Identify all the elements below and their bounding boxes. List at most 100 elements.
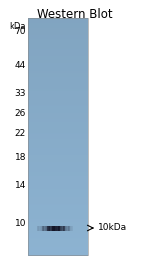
Bar xyxy=(28,121,88,122)
Bar xyxy=(28,185,88,187)
Bar xyxy=(28,106,88,107)
Bar xyxy=(28,99,88,101)
Bar xyxy=(28,159,88,160)
Bar xyxy=(28,42,88,44)
Bar xyxy=(28,74,88,75)
Bar xyxy=(28,219,88,220)
Bar xyxy=(28,208,88,209)
Bar xyxy=(28,125,88,126)
Bar xyxy=(28,228,88,230)
Bar xyxy=(28,195,88,196)
Bar xyxy=(52,226,53,231)
Bar xyxy=(41,226,42,231)
Bar xyxy=(28,166,88,167)
Bar xyxy=(62,226,63,231)
Bar xyxy=(28,240,88,241)
Bar xyxy=(28,28,88,30)
Bar xyxy=(28,44,88,45)
Bar xyxy=(28,124,88,125)
Bar xyxy=(28,131,88,132)
Bar xyxy=(28,143,88,144)
Bar xyxy=(28,137,88,139)
Bar xyxy=(28,204,88,206)
Bar xyxy=(28,192,88,193)
Text: 22: 22 xyxy=(15,128,26,138)
Text: 10: 10 xyxy=(15,219,26,227)
Bar xyxy=(40,226,41,231)
Bar xyxy=(28,117,88,118)
Bar xyxy=(68,226,69,231)
Bar xyxy=(49,226,50,231)
Bar xyxy=(28,190,88,192)
Bar xyxy=(28,46,88,48)
Bar xyxy=(28,83,88,84)
Bar xyxy=(28,25,88,26)
Bar xyxy=(28,71,88,72)
Bar xyxy=(28,82,88,83)
Bar xyxy=(28,111,88,112)
Bar xyxy=(28,173,88,174)
Bar xyxy=(28,238,88,240)
Bar xyxy=(59,226,60,231)
Bar xyxy=(28,115,88,117)
Bar xyxy=(28,58,88,59)
Bar xyxy=(28,241,88,242)
Bar xyxy=(28,151,88,153)
Bar xyxy=(28,95,88,96)
Bar xyxy=(28,177,88,178)
Bar xyxy=(57,226,58,231)
Bar xyxy=(28,229,88,230)
Bar xyxy=(28,125,88,127)
Bar xyxy=(28,207,88,208)
Bar xyxy=(28,109,88,110)
Bar xyxy=(28,156,88,157)
Bar xyxy=(28,102,88,103)
Bar xyxy=(28,234,88,236)
Bar xyxy=(28,73,88,74)
Bar xyxy=(28,222,88,223)
Bar xyxy=(28,68,88,69)
Bar xyxy=(28,197,88,199)
Bar xyxy=(28,99,88,100)
Bar xyxy=(28,160,88,161)
Bar xyxy=(28,35,88,37)
Bar xyxy=(28,101,88,102)
Bar xyxy=(28,85,88,86)
Bar xyxy=(28,157,88,158)
Bar xyxy=(28,122,88,123)
Bar xyxy=(28,23,88,24)
Bar xyxy=(28,80,88,82)
Bar xyxy=(54,226,55,231)
Bar xyxy=(55,226,56,231)
Bar xyxy=(28,251,88,252)
Text: kDa: kDa xyxy=(9,22,26,31)
Bar xyxy=(28,238,88,239)
Bar xyxy=(28,43,88,45)
Bar xyxy=(28,20,88,22)
Bar xyxy=(28,136,88,137)
Bar xyxy=(28,34,88,35)
Bar xyxy=(28,66,88,67)
Bar xyxy=(37,226,38,231)
Bar xyxy=(28,202,88,203)
Bar xyxy=(28,59,88,60)
Bar xyxy=(46,226,47,231)
Bar xyxy=(68,226,69,231)
Bar xyxy=(28,159,88,161)
Bar xyxy=(28,155,88,156)
Bar xyxy=(43,226,44,231)
Bar xyxy=(28,249,88,251)
Bar xyxy=(50,226,51,231)
Bar xyxy=(28,235,88,237)
Bar xyxy=(28,189,88,190)
Bar xyxy=(28,189,88,191)
Bar xyxy=(28,175,88,177)
Bar xyxy=(28,94,88,95)
Bar xyxy=(28,141,88,143)
Bar xyxy=(28,51,88,52)
Bar xyxy=(28,87,88,88)
Bar xyxy=(28,169,88,170)
Bar xyxy=(67,226,68,231)
Bar xyxy=(28,247,88,248)
Bar xyxy=(28,180,88,181)
